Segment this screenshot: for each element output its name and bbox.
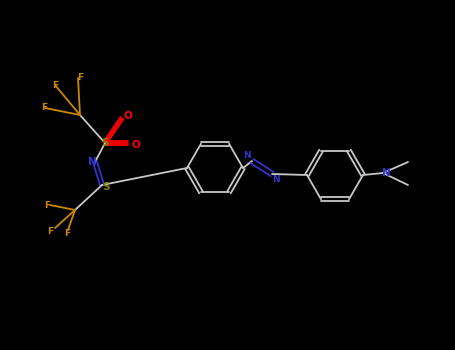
Text: N: N xyxy=(88,157,96,167)
Text: S: S xyxy=(101,138,109,148)
Text: F: F xyxy=(52,80,58,90)
Text: F: F xyxy=(77,74,83,83)
Text: F: F xyxy=(47,226,53,236)
Text: O: O xyxy=(131,140,141,150)
Text: F: F xyxy=(64,230,70,238)
Text: O: O xyxy=(124,111,132,121)
Text: F: F xyxy=(44,201,50,210)
Text: N: N xyxy=(382,168,390,178)
Text: N: N xyxy=(243,152,251,161)
Text: S: S xyxy=(102,182,110,192)
Text: N: N xyxy=(272,175,280,184)
Text: F: F xyxy=(41,104,47,112)
